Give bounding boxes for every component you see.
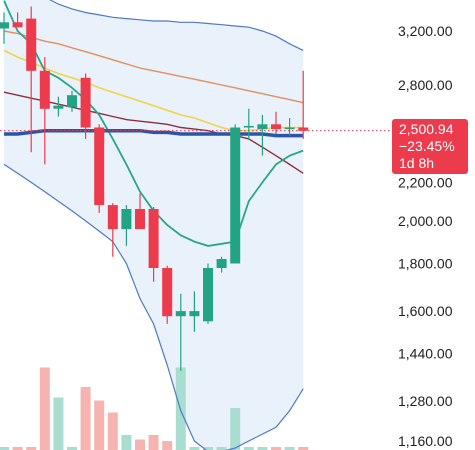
last-price-value: 2,500.94 <box>399 121 454 137</box>
ma-blue-line <box>4 128 304 138</box>
price-axis-tick-label: 1,440.00 <box>398 346 453 362</box>
ma-maroon-line <box>3 91 304 174</box>
candle-body <box>148 209 159 268</box>
candle-body <box>257 124 268 130</box>
ma-orange-line <box>3 30 304 104</box>
price-axis-tick-label: 3,200.00 <box>398 23 453 39</box>
volume-bar <box>257 447 268 450</box>
candle-body <box>203 268 213 322</box>
price-axis-tick-label: 2,000.00 <box>398 213 453 229</box>
candle-body <box>53 105 64 109</box>
candle-body <box>271 124 281 130</box>
volume-bar <box>135 439 145 450</box>
volume-bar <box>298 447 309 450</box>
price-axis-tick-label: 1,600.00 <box>398 303 453 319</box>
volume-bar <box>271 447 281 450</box>
candle-body <box>80 77 91 128</box>
bollinger-lower-line <box>3 163 304 450</box>
price-axis-tick-label: 1,800.00 <box>398 256 453 272</box>
candle-body <box>67 95 77 108</box>
candle-body <box>121 209 132 230</box>
volume-bar <box>284 447 295 450</box>
volume-bar <box>39 367 50 450</box>
volume-bar <box>121 435 132 450</box>
volume-bar <box>230 408 241 450</box>
candle-body <box>243 125 254 128</box>
candle-body <box>12 22 23 28</box>
volume-bar <box>203 447 213 450</box>
candle-body <box>175 311 186 317</box>
candle-body <box>107 205 118 230</box>
price-axis-tick-label: 1,280.00 <box>398 393 453 409</box>
candle-body <box>284 127 295 130</box>
candle-body <box>298 127 309 131</box>
volume-bar <box>80 387 91 450</box>
last-price-tag: 2,500.94 −23.45% 1d 8h <box>392 119 468 174</box>
candle-body <box>216 259 227 268</box>
volume-bar <box>0 447 9 450</box>
price-change-percent: −23.45% <box>399 138 455 154</box>
price-axis-tick-label: 2,200.00 <box>398 174 453 190</box>
candle-body <box>162 268 173 317</box>
price-axis-tick-label: 2,800.00 <box>398 77 453 93</box>
candle-countdown: 1d 8h <box>399 155 435 171</box>
candle-body <box>26 18 37 71</box>
volume-bar <box>216 447 227 450</box>
volume-bar <box>189 447 200 450</box>
volume-bar <box>12 447 23 450</box>
volume-bar <box>26 447 37 450</box>
volume-bar <box>162 441 173 450</box>
bollinger-upper-line <box>49 0 304 51</box>
volume-bar <box>243 447 254 450</box>
candle-body <box>135 209 145 230</box>
volume-bar <box>107 412 118 450</box>
volume-bar <box>148 435 159 450</box>
candle-body <box>39 70 50 109</box>
candle-body <box>189 311 200 317</box>
volume-bar <box>94 400 105 450</box>
candles <box>0 6 309 371</box>
volume-bar <box>67 447 77 450</box>
price-axis-tick-label: 1,160.00 <box>398 433 453 449</box>
candle-body <box>0 22 9 29</box>
volume-bar <box>53 397 64 450</box>
price-axis: 3,200.00 2,800.00 2,200.00 2,000.00 1,800.00… <box>398 23 453 449</box>
candle-body <box>94 127 105 205</box>
candle-body <box>230 127 241 264</box>
